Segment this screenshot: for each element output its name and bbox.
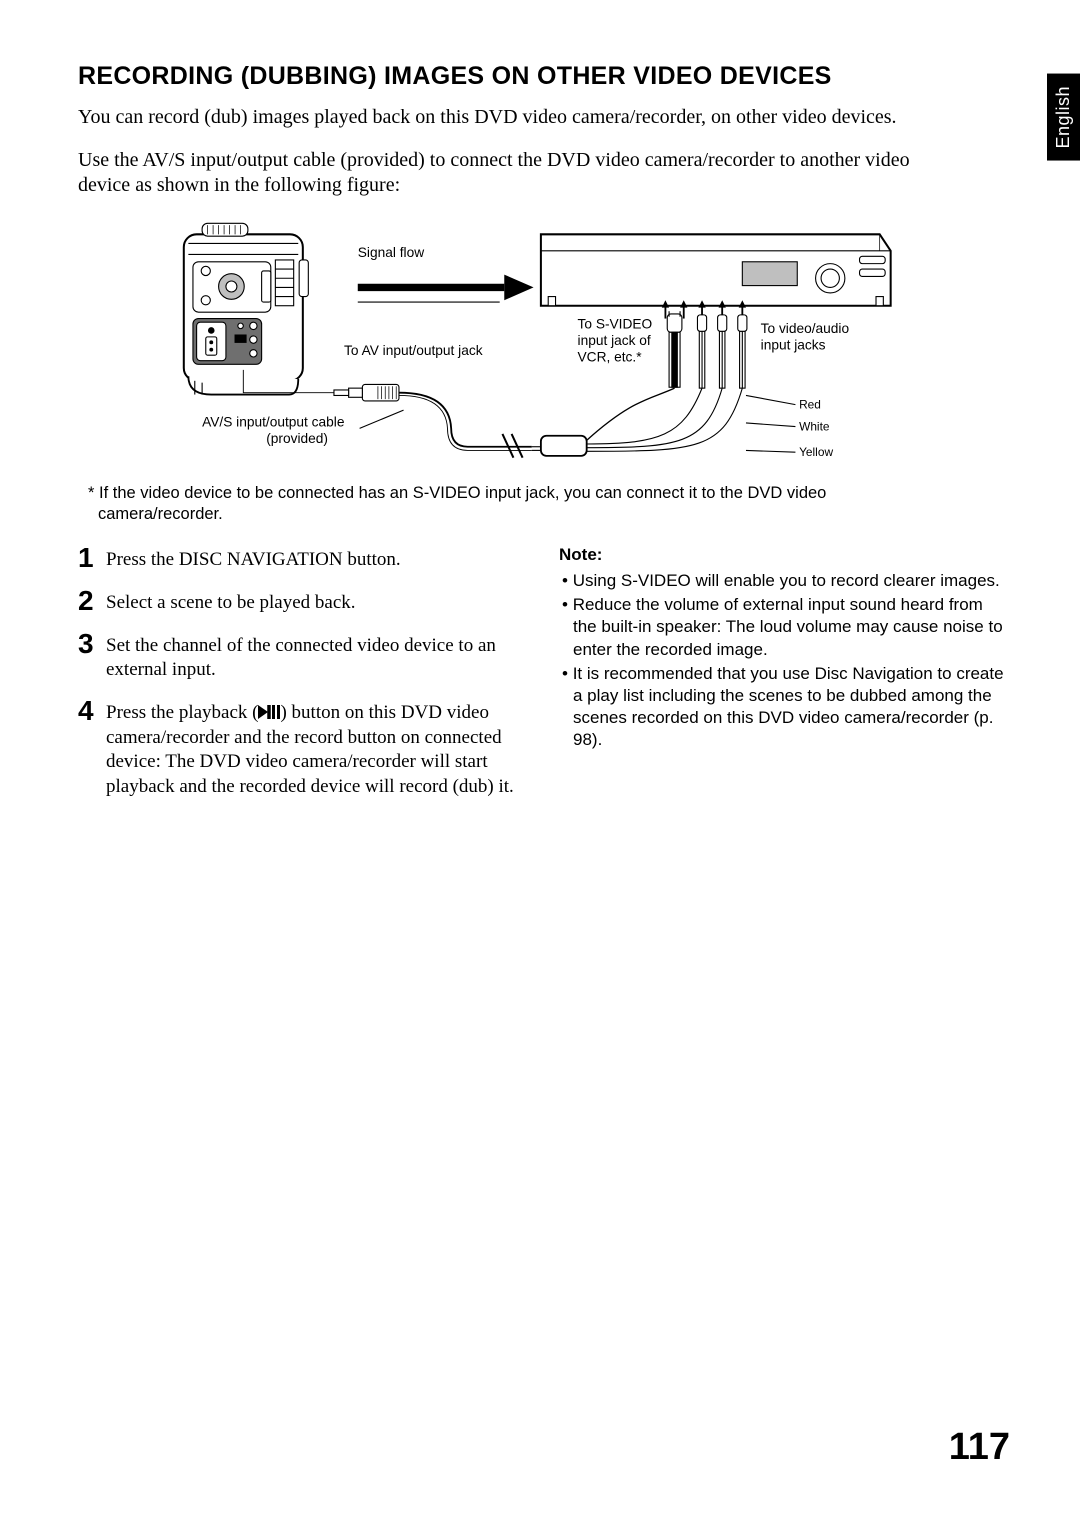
diagram-label-white: White — [799, 419, 830, 433]
intro-paragraph-2: Use the AV/S input/output cable (provide… — [78, 148, 958, 198]
step-number: 3 — [78, 630, 98, 658]
step-text: Select a scene to be played back. — [106, 587, 356, 616]
page-number: 117 — [949, 1426, 1010, 1469]
diagram-label-cable-2: (provided) — [266, 431, 328, 446]
diagram-label-yellow: Yellow — [799, 445, 833, 459]
diagram-label-svideo-1: To S-VIDEO — [578, 317, 653, 332]
step-number: 2 — [78, 587, 98, 615]
diagram-label-cable-1: AV/S input/output cable — [202, 415, 345, 430]
note-item: Using S-VIDEO will enable you to record … — [559, 570, 1010, 592]
step-text: Set the channel of the connected video d… — [106, 630, 529, 683]
step-text: Press the DISC NAVIGATION button. — [106, 544, 401, 573]
step-number: 4 — [78, 697, 98, 725]
language-tab: English — [1047, 74, 1080, 161]
diagram-label-svideo-3: VCR, etc.* — [578, 350, 643, 365]
connection-diagram: Signal flow To AV input/output jack To S… — [138, 216, 898, 477]
page-title: RECORDING (DUBBING) IMAGES ON OTHER VIDE… — [78, 62, 1010, 91]
step-2: 2 Select a scene to be played back. — [78, 587, 529, 616]
play-pause-icon — [258, 705, 280, 719]
step-4: 4 Press the playback () button on this D… — [78, 697, 529, 800]
intro-paragraph-1: You can record (dub) images played back … — [78, 105, 958, 130]
step-number: 1 — [78, 544, 98, 572]
steps-column: 1 Press the DISC NAVIGATION button. 2 Se… — [78, 544, 529, 814]
diagram-label-av-jack: To AV input/output jack — [344, 343, 483, 358]
step-1: 1 Press the DISC NAVIGATION button. — [78, 544, 529, 573]
step-3: 3 Set the channel of the connected video… — [78, 630, 529, 683]
step-text: Press the playback () button on this DVD… — [106, 697, 529, 800]
notes-column: Note: Using S-VIDEO will enable you to r… — [559, 544, 1010, 753]
diagram-label-va-1: To video/audio — [761, 321, 850, 336]
diagram-rca-plugs — [697, 300, 746, 388]
diagram-svideo-plug — [662, 300, 688, 387]
note-item: Reduce the volume of external input soun… — [559, 594, 1010, 660]
diagram-label-svideo-2: input jack of — [578, 333, 651, 348]
diagram-label-signal-flow: Signal flow — [358, 245, 424, 260]
diagram-label-red: Red — [799, 397, 821, 411]
diagram-label-va-2: input jacks — [761, 338, 826, 353]
diagram-footnote: * If the video device to be connected ha… — [78, 483, 948, 524]
notes-heading: Note: — [559, 544, 1010, 566]
note-item: It is recommended that you use Disc Navi… — [559, 663, 1010, 751]
